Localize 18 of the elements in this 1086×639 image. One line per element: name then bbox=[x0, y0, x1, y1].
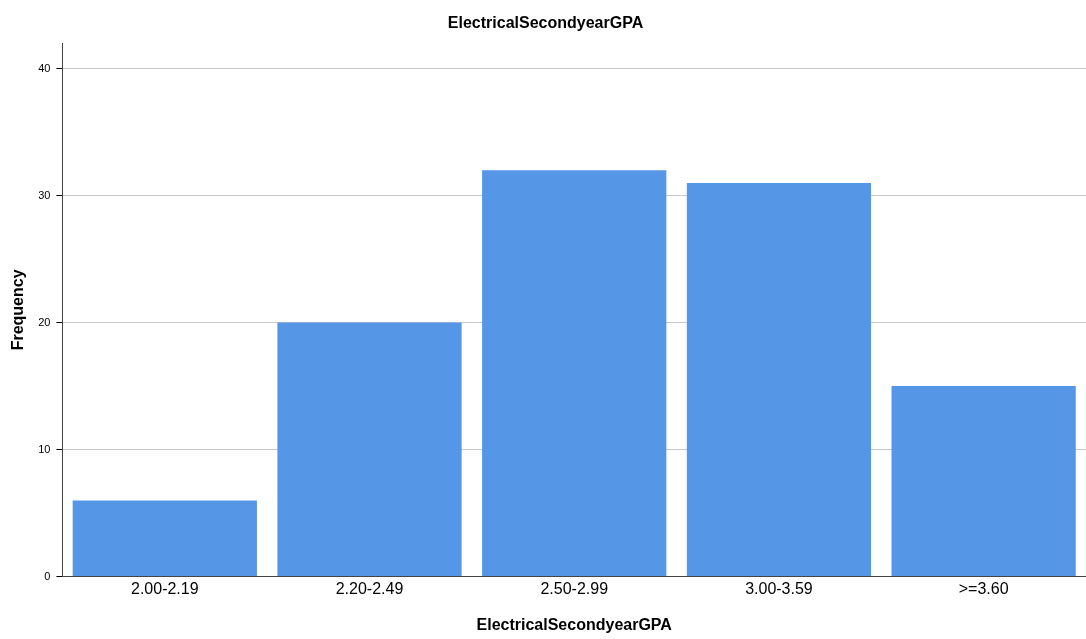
x-tick-label: 2.00-2.19 bbox=[130, 579, 199, 597]
y-axis-title: Frequency bbox=[9, 269, 27, 351]
bar bbox=[891, 386, 1076, 577]
bar bbox=[277, 322, 462, 577]
bar bbox=[482, 170, 667, 577]
y-tick-label: 40 bbox=[38, 61, 51, 74]
x-tick-label: 3.00-3.59 bbox=[745, 579, 813, 597]
x-tick-label: >=3.60 bbox=[958, 579, 1009, 597]
y-tick-label: 20 bbox=[38, 315, 51, 328]
bar bbox=[686, 182, 872, 577]
chart-title: ElectricalSecondyearGPA bbox=[447, 14, 644, 32]
y-tick-label: 0 bbox=[44, 569, 51, 582]
x-axis-title: ElectricalSecondyearGPA bbox=[476, 615, 673, 633]
bar bbox=[72, 500, 257, 577]
x-tick-label: 2.50-2.99 bbox=[540, 579, 609, 597]
x-tick-label: 2.20-2.49 bbox=[335, 579, 404, 597]
y-tick-label: 30 bbox=[38, 188, 51, 201]
y-tick-label: 10 bbox=[38, 442, 51, 455]
